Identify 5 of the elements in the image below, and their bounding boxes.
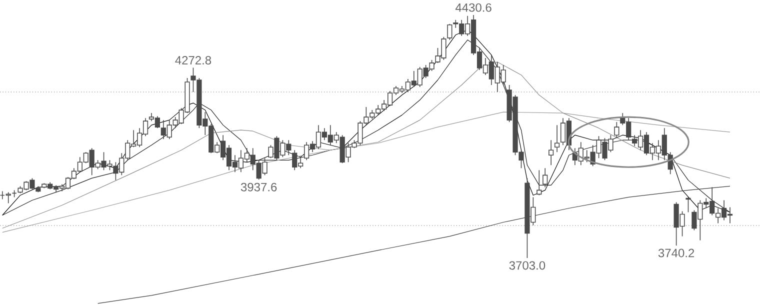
annotation: 3740.2 <box>658 248 694 258</box>
annotation: 4272.8 <box>175 56 212 64</box>
annotation: 4430.6 <box>455 3 492 12</box>
annotation: 3703.0 <box>509 261 546 270</box>
annotation: 3937.6 <box>240 182 277 192</box>
